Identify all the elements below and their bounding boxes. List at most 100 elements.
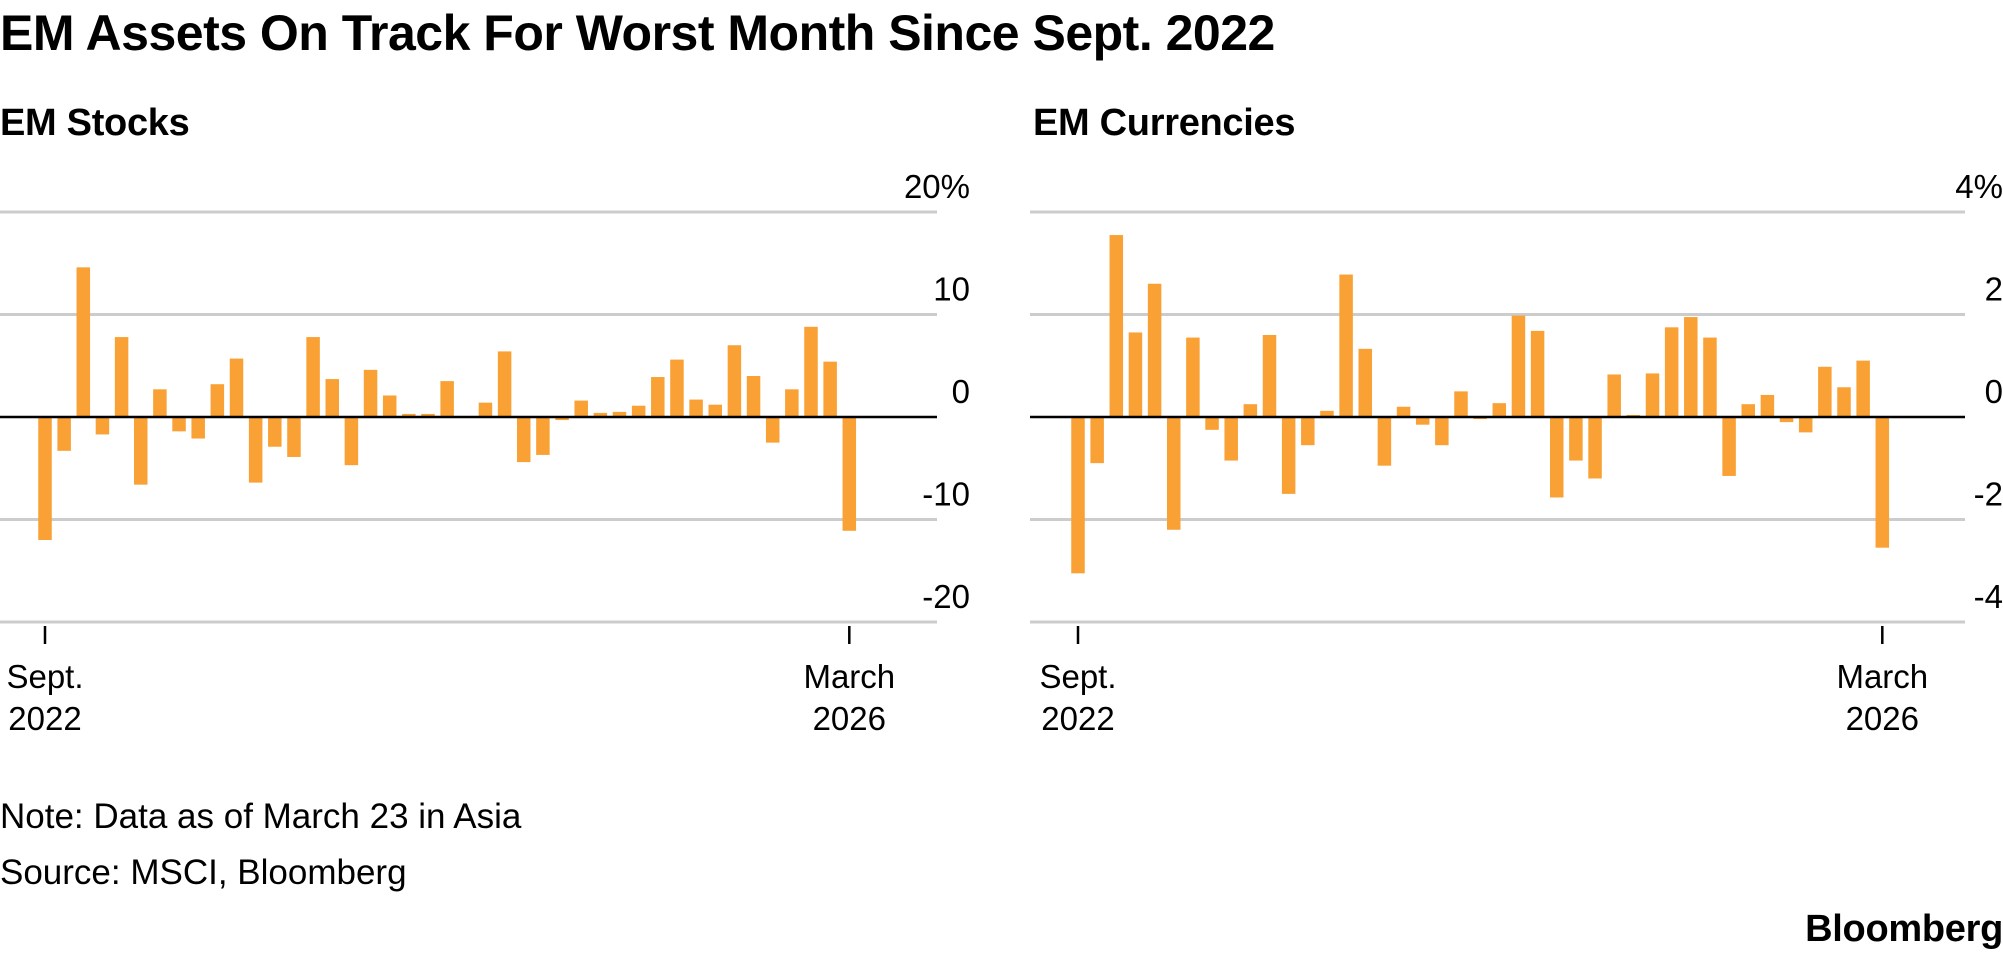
currencies-y-tick-label: 0 (1985, 373, 2003, 410)
currencies-chart: 4% 2 0 -2 -4 Sept. 2022 March 2026 (1030, 168, 2003, 737)
currencies-y-tick-label: 4% (1955, 168, 2003, 205)
currencies-bar (1664, 327, 1679, 417)
stocks-chart: 20% 10 0 -10 -20 Sept. 2022 March 2026 (0, 168, 970, 737)
stocks-bar (114, 337, 129, 417)
currencies-bar (1109, 235, 1124, 417)
currencies-bar (1684, 317, 1698, 417)
currencies-x-tick-label: 2022 (1041, 700, 1114, 737)
currencies-x-tick-label: 2026 (1846, 700, 1919, 737)
stocks-x-tick-label: 2022 (8, 700, 81, 737)
stocks-y-tick-label: -10 (922, 476, 970, 513)
stocks-bar (517, 417, 531, 463)
stocks-bar (95, 417, 110, 435)
stocks-bar (574, 400, 588, 417)
currencies-bar (1779, 417, 1794, 423)
currencies-x-tick-label: Sept. (1039, 658, 1116, 695)
panel-title-stocks: EM Stocks (0, 102, 190, 144)
panel-title-currencies: EM Currencies (1033, 102, 1296, 144)
currencies-bar (1511, 315, 1526, 417)
stocks-bar (287, 417, 301, 457)
stocks-y-tick-label: 20% (904, 168, 970, 205)
currencies-bar (1760, 394, 1775, 417)
currencies-bar (1301, 417, 1315, 446)
currencies-bar (1205, 417, 1219, 430)
currencies-bar (1645, 373, 1660, 417)
stocks-bar (478, 402, 493, 417)
currencies-bar (1741, 404, 1755, 417)
currencies-bar (1147, 283, 1162, 417)
stocks-bar (708, 404, 722, 417)
currencies-bar (1358, 348, 1372, 417)
stocks-bar (765, 417, 780, 443)
currencies-bar (1415, 417, 1430, 425)
currencies-bar (1090, 417, 1104, 464)
stocks-y-tick-label: 0 (952, 373, 970, 410)
currencies-bar (1128, 332, 1143, 417)
stocks-bar (172, 417, 186, 432)
stocks-bar (497, 351, 512, 417)
currencies-bar (1837, 387, 1851, 417)
stocks-x-tick-label: March (803, 658, 895, 695)
stocks-bar (785, 389, 799, 417)
note-text: Note: Data as of March 23 in Asia (0, 797, 522, 836)
chart-title: EM Assets On Track For Worst Month Since… (0, 5, 1275, 61)
stocks-x-tick-label: Sept. (6, 658, 83, 695)
stocks-bar (804, 326, 818, 417)
currencies-bar (1722, 417, 1736, 476)
currencies-bar (1071, 417, 1085, 574)
stocks-bar (842, 417, 857, 531)
stocks-bar (153, 389, 167, 417)
currencies-x-tick-label: March (1836, 658, 1928, 695)
stocks-bar (363, 369, 378, 417)
stocks-x-tick-label: 2026 (813, 700, 886, 737)
currencies-bar (1186, 337, 1200, 417)
stocks-bar (57, 417, 71, 451)
stocks-bar (382, 395, 397, 417)
stocks-bar (402, 413, 416, 417)
currencies-bar (1243, 404, 1258, 417)
currencies-y-tick-label: -4 (1974, 578, 2003, 615)
currencies-bar (1798, 417, 1813, 433)
stocks-bar (268, 417, 282, 447)
stocks-bar (612, 411, 627, 417)
currencies-bar (1875, 417, 1890, 548)
currencies-bar (1569, 417, 1583, 461)
currencies-bar (1588, 417, 1602, 479)
stocks-bar (746, 376, 761, 417)
currencies-y-tick-label: -2 (1974, 476, 2003, 513)
stocks-bar (344, 417, 359, 466)
stocks-bar (325, 379, 339, 417)
bloomberg-logo: Bloomberg (1805, 908, 2003, 950)
currencies-bar (1339, 274, 1353, 417)
currencies-bar (1492, 403, 1507, 417)
stocks-bar (631, 405, 646, 417)
currencies-bar (1530, 330, 1545, 417)
currencies-bar (1703, 337, 1717, 417)
currencies-bar (1377, 417, 1392, 466)
stocks-y-tick-label: 10 (933, 271, 970, 308)
stocks-bar (421, 413, 435, 417)
stocks-bar (555, 417, 569, 421)
currencies-bar (1224, 417, 1238, 461)
stocks-bar (727, 345, 742, 417)
currencies-bar (1167, 417, 1181, 530)
currencies-bar (1607, 374, 1621, 417)
stocks-bar (191, 417, 205, 439)
stocks-bar (593, 412, 608, 417)
source-text: Source: MSCI, Bloomberg (0, 853, 407, 892)
stocks-bar (210, 384, 225, 417)
stocks-bar (38, 417, 52, 540)
stocks-bar (670, 359, 684, 417)
stocks-bar (823, 361, 837, 417)
currencies-bar (1818, 366, 1832, 417)
stocks-bar (76, 267, 91, 417)
stocks-bar (440, 381, 454, 417)
currencies-bar (1396, 406, 1411, 417)
stocks-bar (229, 358, 244, 417)
stocks-bar (651, 377, 665, 417)
stocks-bar (306, 337, 320, 417)
currencies-bar (1454, 391, 1468, 417)
stocks-bar (134, 417, 148, 485)
currencies-bar (1320, 410, 1334, 417)
currencies-bar (1550, 417, 1564, 498)
